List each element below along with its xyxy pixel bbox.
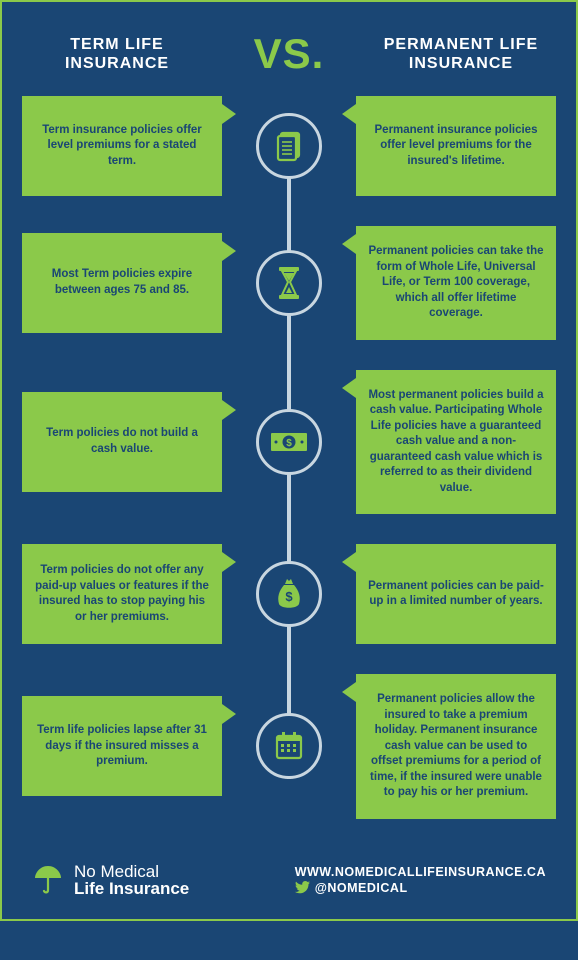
header-left: TERM LIFE INSURANCE: [32, 35, 202, 73]
row: Term insurance policies offer level prem…: [22, 96, 556, 196]
document-icon: [256, 113, 322, 179]
twitter-icon: [295, 881, 310, 894]
cash-icon: $: [256, 409, 322, 475]
footer-url: WWW.NOMEDICALLIFEINSURANCE.CA: [295, 865, 546, 879]
calendar-icon: [256, 713, 322, 779]
logo-text: No Medical Life Insurance: [74, 863, 189, 897]
right-box: Permanent policies can be paid-up in a l…: [356, 544, 556, 644]
row: Term policies do not offer any paid-up v…: [22, 544, 556, 644]
hourglass-icon: [256, 250, 322, 316]
brand-line-2: Life Insurance: [74, 880, 189, 897]
footer: No Medical Life Insurance WWW.NOMEDICALL…: [2, 849, 576, 919]
footer-links: WWW.NOMEDICALLIFEINSURANCE.CA @NOMEDICAL: [295, 863, 546, 897]
left-box: Most Term policies expire between ages 7…: [22, 233, 222, 333]
header-vs: VS.: [254, 30, 325, 78]
footer-twitter: @NOMEDICAL: [295, 881, 546, 895]
header: TERM LIFE INSURANCE VS. PERMANENT LIFE I…: [2, 2, 576, 96]
brand-line-1: No Medical: [74, 863, 189, 880]
svg-text:$: $: [285, 589, 293, 604]
logo: No Medical Life Insurance: [32, 863, 189, 897]
left-box: Term insurance policies offer level prem…: [22, 96, 222, 196]
right-box: Permanent policies allow the insured to …: [356, 674, 556, 819]
left-box: Term policies do not build a cash value.: [22, 392, 222, 492]
right-box: Most permanent policies build a cash val…: [356, 370, 556, 515]
row: Term life policies lapse after 31 days i…: [22, 674, 556, 819]
umbrella-icon: [32, 863, 64, 897]
row: Term policies do not build a cash value.…: [22, 370, 556, 515]
right-box: Permanent insurance policies offer level…: [356, 96, 556, 196]
row: Most Term policies expire between ages 7…: [22, 226, 556, 340]
comparison-rows: Term insurance policies offer level prem…: [2, 96, 576, 819]
svg-text:$: $: [286, 438, 292, 449]
twitter-handle: @NOMEDICAL: [315, 881, 408, 895]
header-right: PERMANENT LIFE INSURANCE: [376, 35, 546, 73]
left-box: Term life policies lapse after 31 days i…: [22, 696, 222, 796]
right-box: Permanent policies can take the form of …: [356, 226, 556, 340]
moneybag-icon: $: [256, 561, 322, 627]
left-box: Term policies do not offer any paid-up v…: [22, 544, 222, 644]
